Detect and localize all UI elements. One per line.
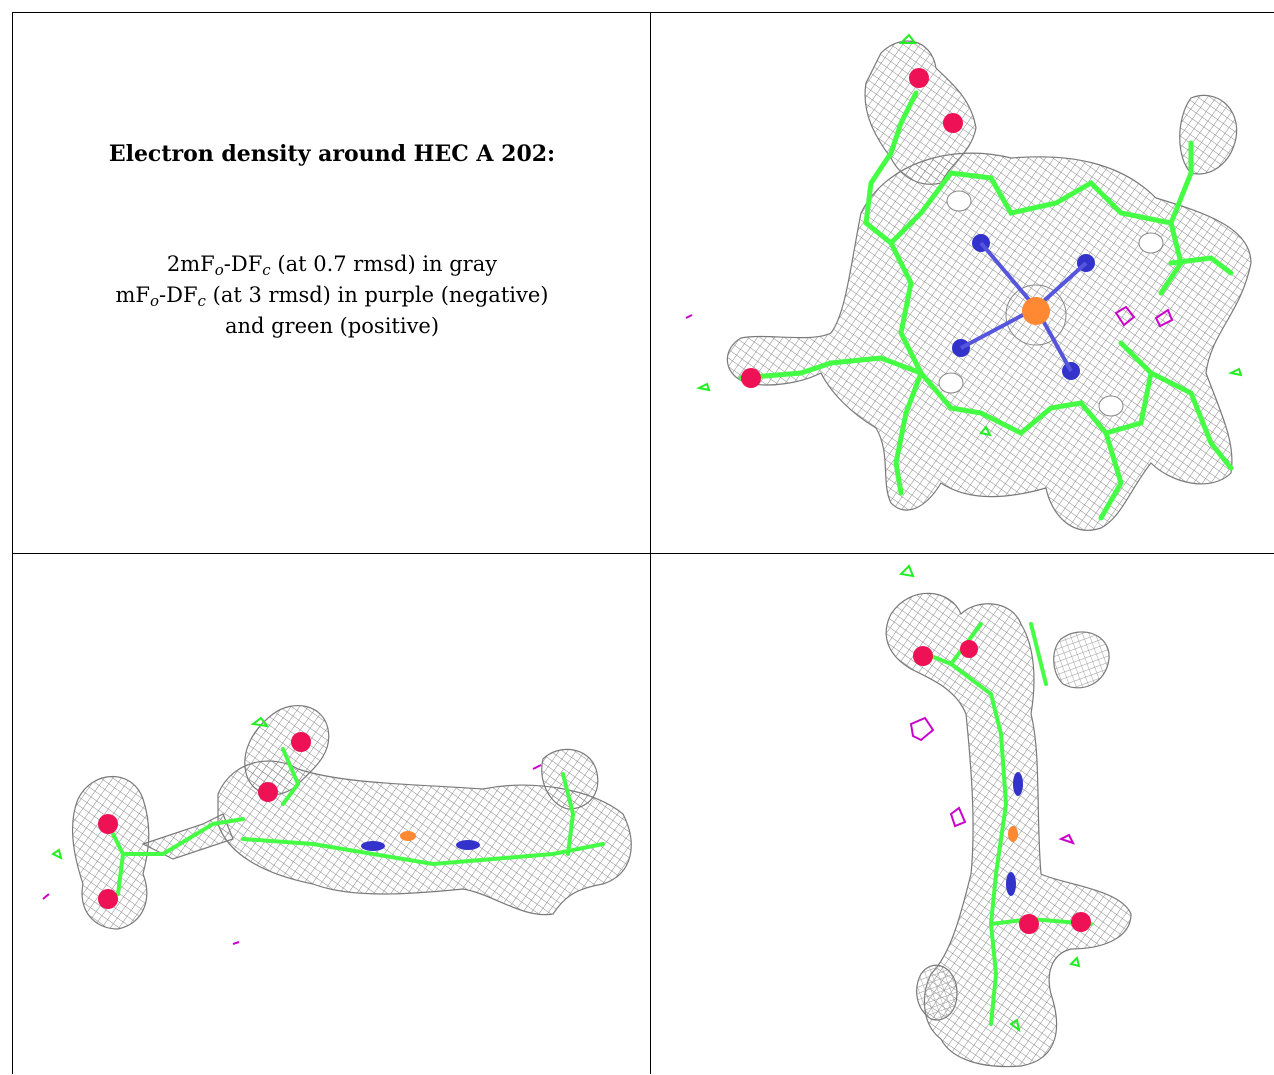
side-view-carbons — [106, 747, 605, 896]
top-view-density — [685, 33, 1252, 531]
top-view-oxygens — [741, 68, 963, 388]
top-view-mesh — [726, 40, 1252, 531]
end-view-mesh — [885, 592, 1132, 1068]
legend-line-colors: and green (positive) — [224, 314, 440, 338]
caption-title: Electron density around HEC A 202: — [108, 141, 556, 167]
end-view-positive-density — [898, 564, 1081, 1033]
top-view-iron — [1022, 297, 1050, 325]
side-view-cell — [12, 553, 650, 1074]
side-view-negative-density — [42, 764, 542, 945]
top-view-pores — [938, 190, 1164, 417]
side-view-iron — [400, 831, 416, 841]
caption-cell: Electron density around HEC A 202: 2mFo-… — [12, 12, 650, 553]
legend-line-difference: mFo-DFc (at 3 rmsd) in purple (negative) — [115, 283, 549, 310]
end-view-negative-density — [909, 716, 1075, 845]
top-view-cell — [650, 12, 1274, 553]
side-view-density — [42, 705, 632, 945]
side-view-nitrogens — [361, 840, 480, 851]
end-view-iron — [1008, 826, 1018, 842]
figure-grid: Electron density around HEC A 202: 2mFo-… — [12, 12, 1274, 1074]
end-view-cell — [650, 553, 1274, 1074]
end-view-density — [885, 564, 1132, 1068]
end-view-oxygens — [913, 640, 1091, 934]
top-view-carbons — [738, 90, 1234, 521]
top-view-negative-density — [685, 305, 1174, 328]
caption-legend: 2mFo-DFc (at 0.7 rmsd) in gray mFo-DFc (… — [13, 249, 651, 342]
top-view-positive-density — [695, 33, 1243, 437]
legend-line-gray: 2mFo-DFc (at 0.7 rmsd) in gray — [166, 252, 498, 279]
side-view-mesh — [71, 705, 632, 930]
end-view-nitrogens — [1006, 772, 1023, 896]
side-view-positive-density — [51, 716, 270, 860]
side-view-oxygens — [98, 732, 311, 909]
